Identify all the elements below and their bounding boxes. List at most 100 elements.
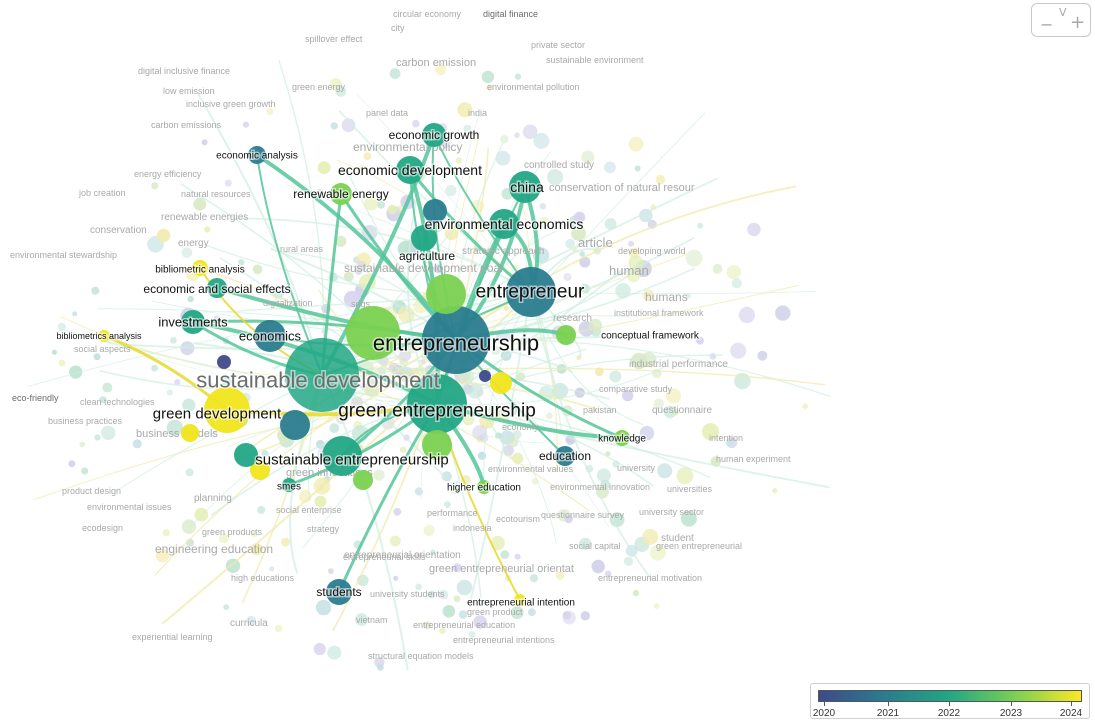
faded-keyword-label[interactable]: business models xyxy=(136,428,218,440)
faded-keyword-label[interactable]: experiential learning xyxy=(132,632,213,642)
faded-keyword-label[interactable]: entrepreneurial education xyxy=(413,620,515,630)
faded-keyword-label[interactable]: intention xyxy=(709,433,743,443)
faded-keyword-label[interactable]: product design xyxy=(62,486,121,496)
faded-keyword-label[interactable]: renewable energies xyxy=(161,212,248,223)
faded-keyword-label[interactable]: research xyxy=(553,313,592,324)
faded-keyword-label[interactable]: questionnaire xyxy=(652,405,712,416)
faded-keyword-label[interactable]: entrepreneurial orientation xyxy=(344,550,461,561)
faded-keyword-label[interactable]: entrepreneurial intentions xyxy=(453,635,555,645)
minus-icon[interactable]: − xyxy=(1040,17,1053,33)
faded-keyword-label[interactable]: digital inclusive finance xyxy=(138,66,230,76)
faded-keyword-label[interactable]: environmental innovation xyxy=(550,482,650,492)
faded-keyword-label[interactable]: controlled study xyxy=(524,160,594,171)
label-entrepreneurship[interactable]: entrepreneurship xyxy=(373,331,539,356)
label-students[interactable]: students xyxy=(316,585,361,599)
label-bibliometrics-analysis[interactable]: bibliometrics analysis xyxy=(56,331,142,341)
faded-keyword-label[interactable]: curricula xyxy=(230,618,268,629)
faded-keyword-label[interactable]: engineering education xyxy=(155,542,273,556)
label-agriculture[interactable]: agriculture xyxy=(399,249,455,263)
faded-keyword-label[interactable]: human experiment xyxy=(716,454,791,464)
label-green-entrepreneurship[interactable]: green entrepreneurship xyxy=(338,401,536,422)
faded-keyword-label[interactable]: industrial performance xyxy=(629,359,728,370)
faded-keyword-label[interactable]: comparative study xyxy=(599,384,673,394)
faded-keyword-label[interactable]: strategy xyxy=(307,524,340,534)
label-bibliometric-analysis[interactable]: bibliometric analysis xyxy=(155,265,244,276)
faded-keyword-label[interactable]: clean technologies xyxy=(80,397,155,407)
faded-keyword-label[interactable]: environmental pollution xyxy=(487,82,580,92)
label-entrepreneurial-intention[interactable]: entrepreneurial intention xyxy=(467,598,575,609)
faded-keyword-label[interactable]: green entrepreneurial xyxy=(656,541,742,551)
label-green-development[interactable]: green development xyxy=(153,405,282,422)
label-economic-and-social-effects[interactable]: economic and social effects xyxy=(143,282,290,296)
faded-keyword-label[interactable]: strategic approach xyxy=(462,246,544,257)
node-yellow-b[interactable] xyxy=(490,372,512,394)
faded-keyword-label[interactable]: social aspects xyxy=(74,344,131,354)
faded-keyword-label[interactable]: green product xyxy=(467,607,523,617)
faded-keyword-label[interactable]: energy xyxy=(178,238,209,249)
label-economic-growth[interactable]: economic growth xyxy=(389,128,480,142)
faded-keyword-label[interactable]: performance xyxy=(427,508,478,518)
faded-keyword-label[interactable]: city xyxy=(391,23,405,33)
plus-icon[interactable]: + xyxy=(1070,14,1085,32)
node-green-e[interactable] xyxy=(353,470,373,490)
faded-keyword-label[interactable]: planning xyxy=(194,493,232,504)
faded-keyword-label[interactable]: institutional framework xyxy=(614,308,704,318)
faded-keyword-label[interactable]: environmental stewardship xyxy=(10,250,117,260)
faded-keyword-label[interactable]: energy efficiency xyxy=(134,169,202,179)
faded-keyword-label[interactable]: ecotourism xyxy=(496,514,540,524)
faded-keyword-label[interactable]: vietnam xyxy=(356,615,388,625)
faded-keyword-label[interactable]: rural areas xyxy=(280,244,324,254)
faded-keyword-label[interactable]: economy xyxy=(502,422,539,432)
faded-keyword-label[interactable]: eco-friendly xyxy=(12,393,59,403)
label-renewable-energy[interactable]: renewable energy xyxy=(293,187,388,201)
zoom-control[interactable]: − V + xyxy=(1031,3,1091,37)
faded-keyword-label[interactable]: panel data xyxy=(366,108,408,118)
faded-keyword-label[interactable]: university sector xyxy=(639,507,704,517)
faded-keyword-label[interactable]: inclusive green growth xyxy=(186,99,276,109)
label-smes[interactable]: smes xyxy=(277,482,301,493)
faded-keyword-label[interactable]: questionnaire survey xyxy=(541,510,625,520)
node-yellow-a[interactable] xyxy=(181,424,199,442)
faded-keyword-label[interactable]: environmental values xyxy=(488,464,574,474)
faded-keyword-label[interactable]: university students xyxy=(370,589,445,599)
faded-keyword-label[interactable]: private sector xyxy=(531,40,585,50)
node-purple-b[interactable] xyxy=(479,370,491,382)
faded-keyword-label[interactable]: entrepreneurial motivation xyxy=(598,573,702,583)
faded-keyword-label[interactable]: social capital xyxy=(569,541,621,551)
faded-keyword-label[interactable]: high educations xyxy=(231,573,295,583)
node-conceptual-framework[interactable] xyxy=(556,325,576,345)
faded-keyword-label[interactable]: conservation xyxy=(90,225,147,236)
faded-keyword-label[interactable]: business practices xyxy=(48,416,123,426)
faded-keyword-label[interactable]: spillover effect xyxy=(305,34,363,44)
faded-keyword-label[interactable]: university xyxy=(617,463,656,473)
faded-keyword-label[interactable]: digitalization xyxy=(263,298,313,308)
label-environmental-economics[interactable]: environmental economics xyxy=(425,216,584,232)
faded-keyword-label[interactable]: environmental issues xyxy=(87,502,172,512)
faded-keyword-label[interactable]: social enterprise xyxy=(276,505,342,515)
faded-keyword-label[interactable]: universities xyxy=(667,484,713,494)
label-education[interactable]: education xyxy=(539,449,591,463)
label-investments[interactable]: investments xyxy=(158,315,228,330)
faded-keyword-label[interactable]: low emission xyxy=(163,86,215,96)
label-sustainable-entrepreneurship[interactable]: sustainable entrepreneurship xyxy=(255,451,448,468)
label-economics[interactable]: economics xyxy=(239,329,302,344)
faded-keyword-label[interactable]: structural equation models xyxy=(368,651,474,661)
faded-keyword-label[interactable]: article xyxy=(578,235,613,250)
faded-keyword-label[interactable]: green energy xyxy=(292,82,346,92)
label-economic-development[interactable]: economic development xyxy=(338,162,482,178)
faded-keyword-label[interactable]: developing world xyxy=(618,246,686,256)
faded-keyword-label[interactable]: natural resources xyxy=(181,189,251,199)
node-teal-a[interactable] xyxy=(280,410,310,440)
faded-keyword-label[interactable]: carbon emission xyxy=(396,57,476,69)
faded-keyword-label[interactable]: pakistan xyxy=(583,405,617,415)
faded-keyword-label[interactable]: job creation xyxy=(78,188,126,198)
faded-keyword-label[interactable]: digital finance xyxy=(483,9,538,19)
faded-keyword-label[interactable]: india xyxy=(468,108,487,118)
faded-keyword-label[interactable]: ecodesign xyxy=(82,523,123,533)
node-green-b[interactable] xyxy=(426,274,466,314)
label-knowledge[interactable]: knowledge xyxy=(598,434,646,445)
label-conceptual-framework[interactable]: conceptual framework xyxy=(601,331,700,342)
faded-keyword-label[interactable]: indonesia xyxy=(453,523,492,533)
faded-keyword-label[interactable]: sustainable environment xyxy=(546,55,644,65)
